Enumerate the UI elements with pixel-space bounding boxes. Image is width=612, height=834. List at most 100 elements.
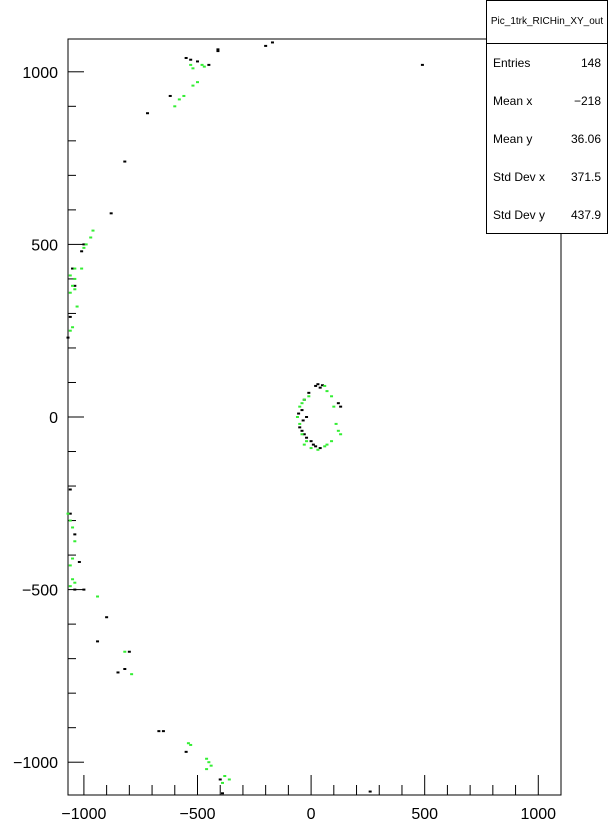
green-point [205,768,209,771]
green-point [73,288,77,291]
black-point [195,60,199,63]
green-point [73,277,77,280]
black-point [123,160,127,163]
stats-value: 36.06 [570,132,601,146]
green-point [73,540,77,543]
black-point [216,48,220,51]
black-point [314,384,318,387]
green-point [220,781,224,784]
stats-label: Mean y [493,132,533,146]
green-point [91,229,95,232]
black-point [318,447,322,450]
green-point [307,395,311,398]
green-point [66,512,70,515]
x-tick-label: 1000 [520,806,556,823]
green-point [182,94,186,97]
stats-row-entries: Entries 148 [487,44,607,82]
green-point [195,81,199,84]
black-point [189,58,193,61]
black-point [161,730,165,733]
green-point [223,775,227,778]
x-tick-label: 0 [307,806,316,823]
black-point [71,267,75,270]
y-tick-label: 500 [31,237,58,254]
y-tick-label: −1000 [13,755,58,772]
black-point [368,790,372,793]
green-point [173,105,177,108]
green-point [68,274,72,277]
black-point [77,560,81,563]
black-point [216,50,220,53]
black-point [320,384,324,387]
stats-value: 371.5 [570,170,601,184]
black-point [80,250,84,253]
black-point [318,386,322,389]
green-point [68,329,72,332]
green-point [177,98,181,101]
stats-label: Std Dev x [493,170,546,184]
green-point [200,63,204,66]
green-point [68,585,72,588]
black-point [73,284,77,287]
green-point [202,65,206,68]
green-point [71,526,75,529]
y-tick-label: −500 [22,583,58,600]
stats-row-mean-x: Mean x −218 [487,82,607,120]
stats-box: Pic_1trk_RICHin_XY_out Entries 148 Mean … [486,0,608,234]
stats-row-stddev-x: Std Dev x 371.5 [487,158,607,196]
black-point [314,445,318,448]
green-point [84,243,88,246]
green-point [298,405,302,408]
green-point [336,429,340,432]
green-point [295,416,299,418]
green-point [209,764,213,767]
stats-label: Mean x [493,94,533,108]
green-point [130,673,134,676]
green-point [323,445,327,448]
black-point [309,440,313,443]
black-point [297,412,301,415]
stats-row-mean-y: Mean y 36.06 [487,120,607,158]
green-point [305,440,309,443]
black-point [311,443,315,446]
black-point [339,405,343,408]
green-point [300,402,304,405]
black-point [305,416,309,418]
x-tick-label: 500 [411,806,438,823]
stats-title: Pic_1trk_RICHin_XY_out [487,1,607,44]
black-point [68,488,72,491]
green-point [339,433,343,436]
black-point [305,436,309,439]
green-point [302,443,306,446]
green-point [71,326,75,329]
green-point [73,581,77,584]
green-point [186,742,190,745]
black-point [270,41,274,44]
green-point [71,284,75,287]
stats-label: Entries [493,56,531,70]
black-point [73,533,77,536]
black-point [220,792,224,795]
green-point [123,650,127,653]
stats-label: Std Dev y [493,208,546,222]
green-point [80,267,84,270]
stats-value: 437.9 [570,208,601,222]
green-point [75,305,79,308]
green-point [68,564,72,567]
green-point [96,595,100,598]
green-point [298,422,302,425]
black-point [157,730,161,733]
green-point [300,433,304,436]
black-point [300,429,304,432]
green-point [68,519,72,522]
green-point [189,743,193,746]
black-point [96,640,100,643]
green-point [207,761,211,764]
black-point [82,588,86,591]
black-point [184,750,188,753]
green-point [189,63,193,66]
green-point [316,448,320,451]
black-point [420,63,424,66]
x-tick-label: −1000 [61,806,106,823]
